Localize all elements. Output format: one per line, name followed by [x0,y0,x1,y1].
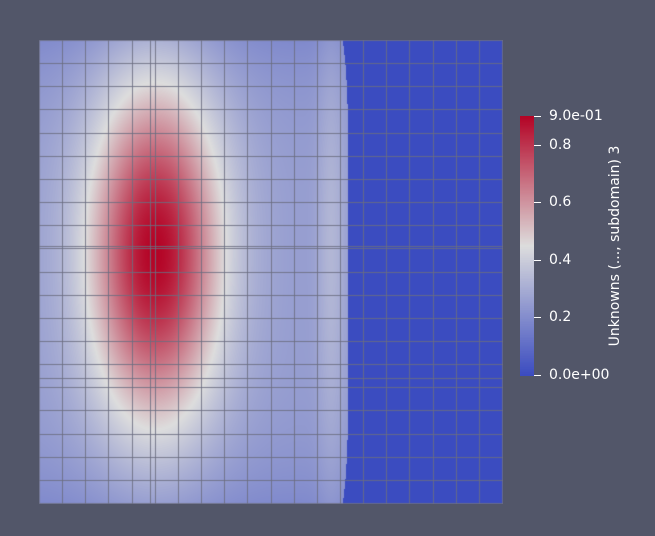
colorbar-title: Unknowns (..., subdomain) 3 [607,145,623,347]
colorbar-tick-label: 0.8 [549,136,572,153]
colorbar-tick-label: 0.2 [549,309,572,326]
color-legend: 9.0e-01 0.8 0.6 0.4 0.2 0.0e+00 [520,109,655,382]
colorbar-tick [534,144,541,146]
colorbar-tick [534,202,541,204]
colorbar-tick [534,259,541,261]
colorbar-tick [534,116,541,117]
colorbar-tick [534,317,541,319]
colorbar-tick-label: 0.6 [549,194,572,211]
colorbar-tick-label: 9.0e-01 [549,108,603,124]
colorbar-tick-label: 0.4 [549,251,572,268]
colorbar-tick-label: 0.0e+00 [549,367,610,383]
colorbar-tick [534,375,541,376]
mesh-field-plot[interactable] [39,40,503,504]
colorbar-gradient [520,116,534,376]
